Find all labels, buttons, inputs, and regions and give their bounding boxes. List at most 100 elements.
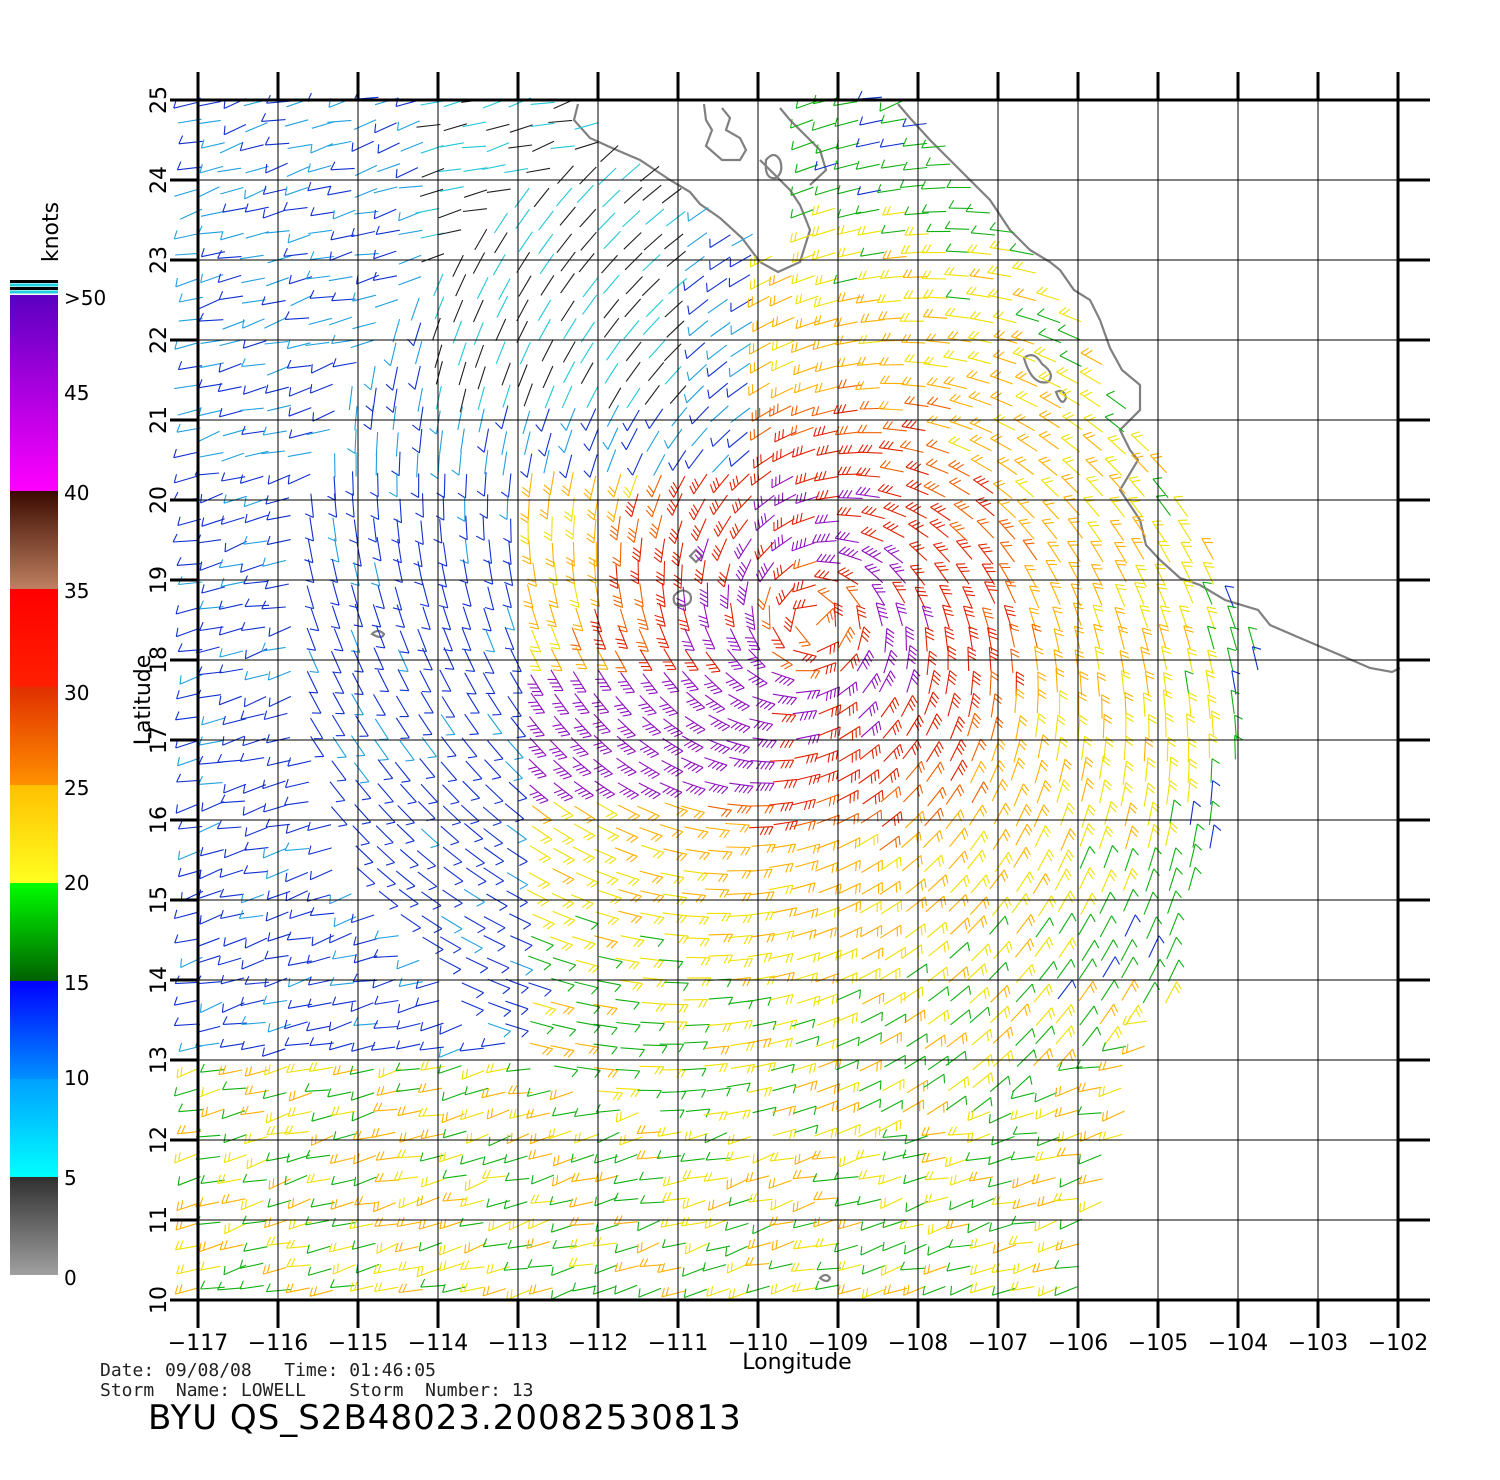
- wind-barb: [839, 653, 860, 672]
- wind-barb: [504, 561, 514, 587]
- wind-barb: [965, 203, 990, 214]
- wind-barb: [414, 340, 423, 365]
- wind-barb: [991, 1135, 1015, 1146]
- wind-barb: [560, 273, 575, 294]
- wind-barb: [877, 483, 902, 498]
- wind-barb: [927, 966, 949, 983]
- wind-barb: [421, 253, 445, 263]
- wind-barb: [749, 426, 772, 441]
- wind-barb: [950, 985, 972, 1002]
- wind-barb: [199, 621, 224, 632]
- wind-barb: [200, 139, 225, 149]
- wind-barb: [414, 561, 424, 586]
- wind-barb: [772, 693, 798, 706]
- wind-barb: [540, 275, 555, 296]
- wind-barb: [621, 428, 638, 450]
- wind-barb: [374, 299, 398, 308]
- wind-barb: [932, 542, 951, 563]
- wind-barb: [385, 366, 399, 391]
- wind-barb: [902, 117, 927, 128]
- wind-barb: [945, 243, 970, 253]
- wind-barb: [395, 1062, 420, 1072]
- wind-barb: [988, 1222, 1013, 1232]
- wind-barb: [352, 1153, 377, 1165]
- wind-barb: [1104, 801, 1118, 825]
- wind-barb: [174, 1240, 200, 1251]
- wind-barb: [1015, 307, 1040, 322]
- wind-barb: [796, 995, 821, 1007]
- wind-barb: [472, 252, 486, 274]
- wind-barb: [903, 784, 924, 803]
- wind-barb: [561, 472, 574, 497]
- wind-barb: [749, 278, 772, 290]
- wind-barb: [773, 778, 798, 789]
- wind-barb: [733, 538, 752, 560]
- wind-barb: [946, 179, 971, 189]
- wind-barb: [1100, 939, 1119, 961]
- wind-barb: [837, 1260, 862, 1272]
- wind-barb: [769, 993, 794, 1005]
- wind-barb: [713, 515, 732, 537]
- wind-barb: [836, 224, 861, 236]
- wind-barb: [884, 1054, 906, 1068]
- wind-barb: [988, 1112, 1012, 1124]
- wind-barb: [481, 1169, 507, 1179]
- wind-barb: [883, 649, 898, 674]
- colorbar-band: [10, 785, 58, 883]
- wind-barb: [264, 340, 289, 345]
- wind-barb: [307, 998, 332, 1008]
- wind-barb: [772, 448, 795, 463]
- wind-barb: [397, 669, 410, 692]
- wind-barb: [976, 518, 995, 539]
- legend-label: 15: [64, 971, 89, 995]
- wind-barb: [709, 494, 728, 516]
- wind-barb: [969, 986, 990, 1004]
- wind-barb: [614, 1261, 639, 1273]
- wind-barb: [354, 406, 358, 431]
- wind-barb: [477, 428, 490, 453]
- wind-barb: [793, 649, 817, 664]
- legend-unit: knots: [39, 202, 64, 262]
- wind-barb: [727, 717, 751, 734]
- wind-barb: [747, 996, 772, 1006]
- wind-barb: [1124, 825, 1139, 850]
- wind-barb: [993, 414, 1016, 431]
- wind-barb: [859, 116, 884, 126]
- wind-barb: [1034, 825, 1051, 848]
- wind-barb: [902, 161, 928, 171]
- wind-barb: [817, 686, 841, 701]
- wind-barb: [901, 855, 923, 872]
- wind-barb: [836, 681, 858, 697]
- wind-barb: [1079, 389, 1101, 408]
- wind-barb: [506, 890, 528, 908]
- wind-barb: [527, 674, 544, 696]
- wind-barb: [240, 710, 265, 720]
- wind-barb: [284, 1125, 309, 1135]
- wind-barb: [352, 825, 370, 846]
- wind-barb: [1124, 848, 1140, 872]
- wind-barb: [685, 848, 710, 861]
- wind-barb: [217, 1281, 242, 1291]
- wind-barb: [969, 434, 992, 452]
- wind-barb: [638, 1287, 662, 1298]
- wind-barb: [752, 454, 775, 469]
- wind-barb: [659, 696, 678, 717]
- wind-barb: [615, 1111, 639, 1123]
- wind-barb: [1060, 828, 1077, 851]
- wind-barb: [641, 278, 660, 297]
- wind-barb: [372, 271, 398, 281]
- wind-barb: [1081, 777, 1095, 802]
- wind-barb: [262, 1089, 287, 1100]
- wind-barb: [1165, 981, 1182, 1004]
- wind-barb: [1206, 625, 1217, 650]
- wind-barb: [811, 1150, 837, 1160]
- wind-barb: [880, 900, 903, 915]
- wind-barb: [371, 1127, 396, 1138]
- wind-barb: [833, 602, 844, 627]
- wind-barb: [1152, 477, 1169, 499]
- wind-barb: [1120, 939, 1138, 961]
- wind-barb: [702, 626, 716, 650]
- wind-barb: [308, 317, 333, 326]
- wind-barb: [309, 1037, 334, 1047]
- wind-barb: [926, 415, 951, 429]
